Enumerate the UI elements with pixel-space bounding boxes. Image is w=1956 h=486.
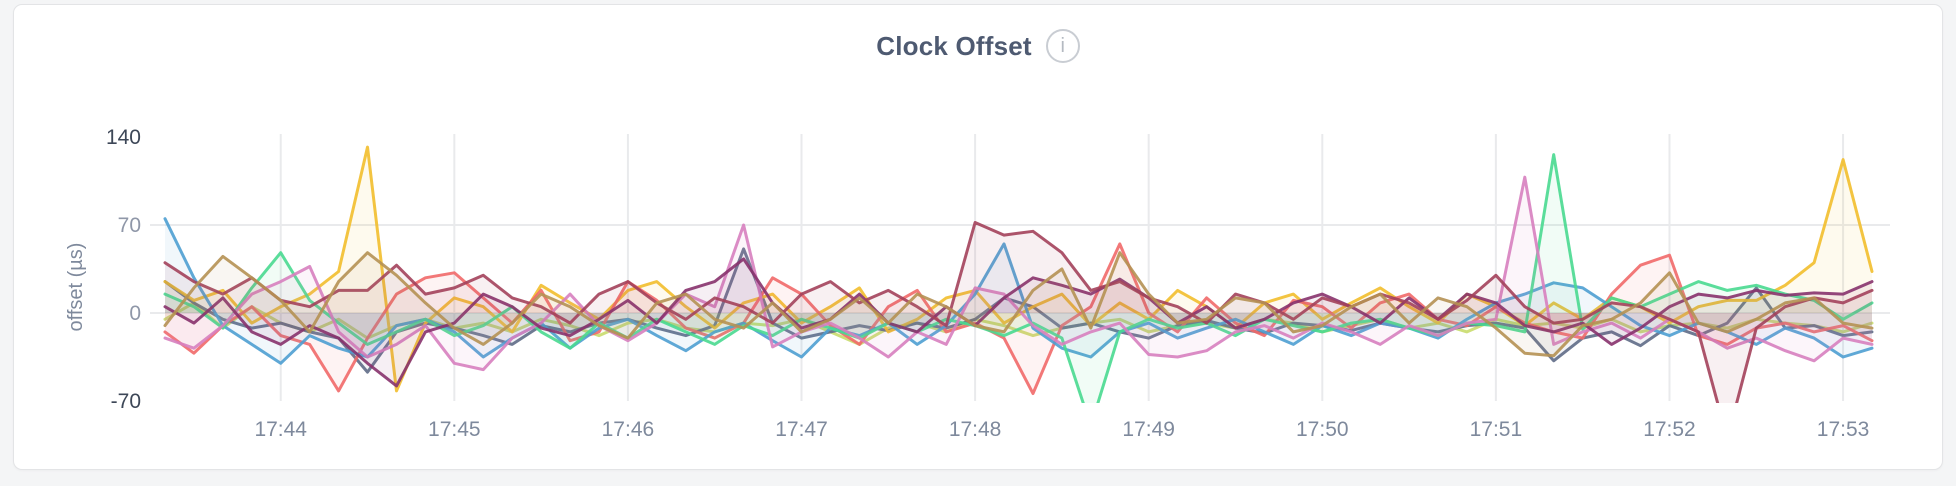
y-tick-label--70: -70 — [111, 390, 141, 413]
series-10-line — [163, 251, 1874, 358]
series-5-area — [165, 218, 1872, 364]
y-axis-title: offset (µs) — [65, 243, 87, 332]
x-tick-label-17:52: 17:52 — [1643, 418, 1696, 441]
series-9-line — [163, 221, 1874, 403]
series-5-line — [163, 217, 1874, 365]
series-4-area — [165, 243, 1872, 394]
clock-offset-card: Clock Offset i — [13, 4, 1943, 470]
x-tick-label-17:44: 17:44 — [254, 418, 307, 441]
x-tick-label-17:47: 17:47 — [775, 418, 828, 441]
x-tick-label-17:45: 17:45 — [428, 418, 481, 441]
y-tick-label-140: 140 — [106, 126, 141, 149]
x-tick-label-17:46: 17:46 — [602, 418, 655, 441]
chart-title: Clock Offset — [876, 30, 1032, 61]
x-tick-label-17:50: 17:50 — [1296, 418, 1349, 441]
info-icon[interactable]: i — [1045, 29, 1080, 63]
y-tick-label-0: 0 — [129, 302, 141, 325]
series-7-area — [165, 177, 1872, 370]
x-tick-label-17:51: 17:51 — [1470, 418, 1523, 441]
x-tick-label-17:48: 17:48 — [949, 418, 1002, 441]
series-2-line — [163, 247, 1874, 374]
x-tick-label-17:49: 17:49 — [1122, 418, 1175, 441]
series-8-area — [165, 258, 1872, 386]
chart-header: Clock Offset i — [14, 29, 1942, 63]
y-tick-label-70: 70 — [118, 214, 141, 237]
info-icon-glyph: i — [1060, 35, 1065, 57]
x-tick-label-17:53: 17:53 — [1817, 418, 1870, 441]
